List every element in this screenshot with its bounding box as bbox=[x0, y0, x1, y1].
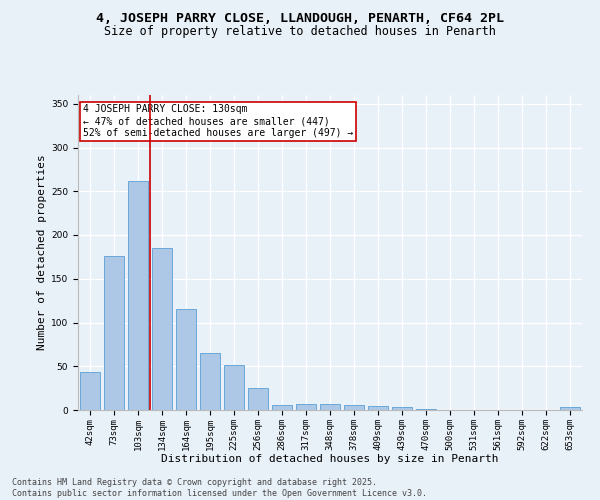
Text: 4, JOSEPH PARRY CLOSE, LLANDOUGH, PENARTH, CF64 2PL: 4, JOSEPH PARRY CLOSE, LLANDOUGH, PENART… bbox=[96, 12, 504, 24]
Bar bbox=[104, 256, 124, 410]
Bar bbox=[152, 248, 172, 410]
Bar bbox=[176, 310, 196, 410]
Text: 4 JOSEPH PARRY CLOSE: 130sqm
← 47% of detached houses are smaller (447)
52% of s: 4 JOSEPH PARRY CLOSE: 130sqm ← 47% of de… bbox=[83, 104, 353, 138]
Bar bbox=[416, 409, 436, 410]
Bar bbox=[344, 405, 364, 410]
Y-axis label: Number of detached properties: Number of detached properties bbox=[37, 154, 47, 350]
Bar bbox=[296, 404, 316, 410]
Text: Size of property relative to detached houses in Penarth: Size of property relative to detached ho… bbox=[104, 25, 496, 38]
Bar bbox=[80, 372, 100, 410]
Bar bbox=[200, 353, 220, 410]
Bar bbox=[320, 404, 340, 410]
Bar bbox=[248, 388, 268, 410]
Bar bbox=[272, 405, 292, 410]
Bar bbox=[368, 406, 388, 410]
X-axis label: Distribution of detached houses by size in Penarth: Distribution of detached houses by size … bbox=[161, 454, 499, 464]
Bar bbox=[224, 366, 244, 410]
Bar bbox=[560, 408, 580, 410]
Text: Contains HM Land Registry data © Crown copyright and database right 2025.
Contai: Contains HM Land Registry data © Crown c… bbox=[12, 478, 427, 498]
Bar bbox=[128, 180, 148, 410]
Bar bbox=[392, 408, 412, 410]
